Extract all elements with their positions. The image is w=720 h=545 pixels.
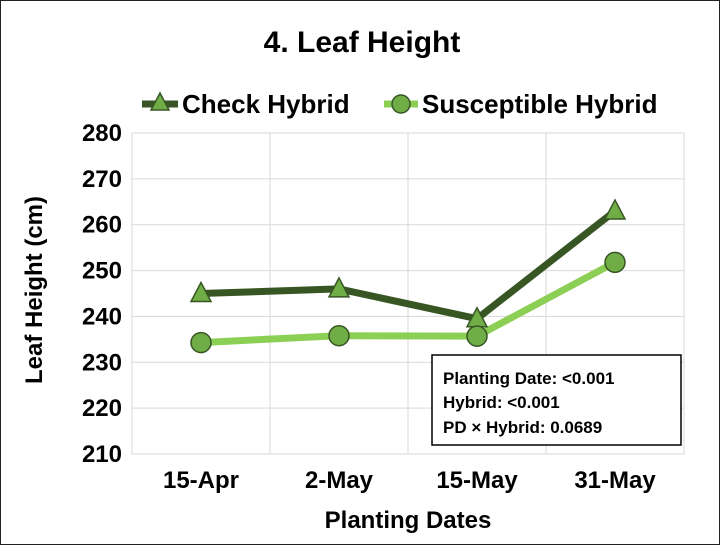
data-point-susceptible-hybrid: [190, 331, 212, 354]
x-axis-label: Planting Dates: [325, 507, 492, 534]
legend-item-check-hybrid: Check Hybrid: [142, 89, 350, 119]
y-axis-ticks: 210 220 230 240 250 260 270 280: [82, 120, 122, 468]
data-point-check-hybrid: [603, 198, 627, 220]
stats-line-planting-date: Planting Date: <0.001: [443, 369, 614, 388]
stats-box: [431, 354, 682, 446]
y-tick-label: 250: [82, 258, 122, 285]
y-tick-label: 260: [82, 212, 122, 239]
y-tick-label: 240: [82, 303, 122, 330]
y-tick-label: 280: [82, 120, 122, 147]
data-point-check-hybrid: [189, 280, 213, 303]
y-axis-label: Leaf Height (cm): [21, 196, 48, 384]
y-tick-label: 230: [82, 349, 122, 376]
stats-annotation: Planting Date: <0.001 Hybrid: <0.001 PD …: [431, 354, 682, 446]
x-tick-label: 2-May: [305, 467, 374, 494]
data-point-check-hybrid: [327, 276, 351, 298]
stats-line-interaction: PD × Hybrid: 0.0689: [443, 418, 602, 437]
series-line-susceptible-hybrid: [200, 259, 617, 347]
series-line-check-hybrid: [200, 208, 618, 323]
y-tick-label: 220: [82, 395, 122, 422]
legend: Check Hybrid Susceptible Hybrid: [142, 89, 658, 119]
x-tick-label: 15-Apr: [163, 467, 239, 494]
data-point-susceptible-hybrid: [466, 325, 488, 347]
data-point-susceptible-hybrid: [604, 251, 626, 274]
legend-marker-triangle: [149, 91, 171, 111]
plot-area: [189, 198, 627, 354]
chart-title: 4. Leaf Height: [264, 26, 461, 59]
x-tick-label: 31-May: [574, 467, 656, 494]
x-tick-label: 15-May: [436, 467, 518, 494]
stats-line-hybrid: Hybrid: <0.001: [443, 393, 560, 412]
y-tick-label: 210: [82, 441, 122, 468]
legend-marker-circle: [391, 94, 411, 114]
legend-label-susceptible-hybrid: Susceptible Hybrid: [422, 89, 658, 119]
legend-item-susceptible-hybrid: Susceptible Hybrid: [384, 89, 658, 119]
y-tick-label: 270: [82, 166, 122, 193]
legend-label-check-hybrid: Check Hybrid: [182, 89, 350, 119]
data-point-susceptible-hybrid: [328, 324, 350, 347]
x-axis-ticks: 15-Apr 2-May 15-May 31-May: [163, 467, 656, 494]
